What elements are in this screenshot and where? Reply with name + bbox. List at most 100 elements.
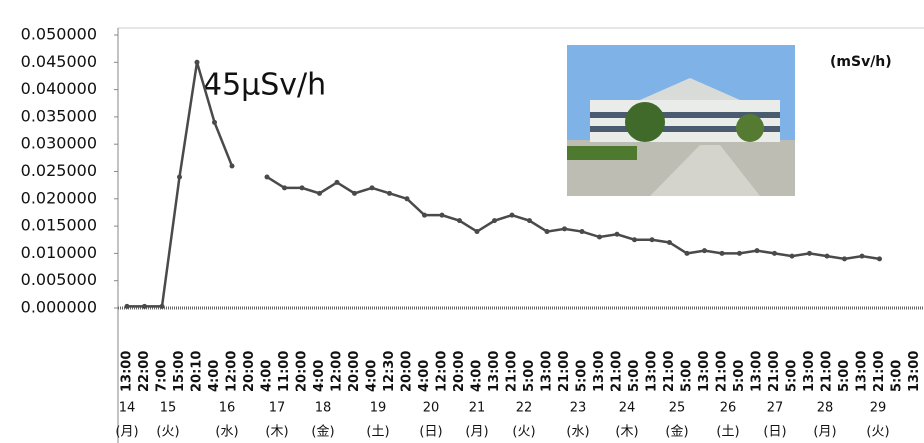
y-tick-label: 0.020000 (21, 188, 97, 207)
x-tick-label: 5:00 (837, 360, 852, 392)
day-label: 19 (370, 401, 387, 416)
data-point (720, 251, 725, 256)
data-point (580, 229, 585, 234)
data-point (545, 229, 550, 234)
weekday-label: (日) (419, 425, 442, 440)
y-tick-label: 0.015000 (21, 216, 97, 235)
data-point (755, 248, 760, 253)
data-point (860, 254, 865, 259)
data-point (492, 218, 497, 223)
y-tick-label: 0.035000 (21, 106, 97, 125)
weekday-label: (月) (115, 425, 138, 440)
weekday-label: (日) (763, 425, 786, 440)
x-tick-label: 7:00 (155, 360, 170, 392)
day-label: 20 (423, 401, 440, 416)
x-tick-label: 4:00 (207, 360, 222, 392)
weekday-label: (火) (866, 425, 889, 440)
data-point (527, 218, 532, 223)
data-point (300, 185, 305, 190)
x-tick-label: 20:00 (242, 351, 257, 392)
x-tick-label: 5:00 (522, 360, 537, 392)
photo-tree (736, 114, 764, 142)
day-label: 14 (119, 401, 136, 416)
data-point (317, 191, 322, 196)
annotation: 45μSv/h (203, 68, 326, 103)
day-label: 25 (669, 401, 686, 416)
x-tick-label: 13:00 (855, 351, 870, 392)
data-point (370, 185, 375, 190)
x-tick-label: 5:00 (575, 360, 590, 392)
day-label: 22 (516, 401, 533, 416)
x-tick-label: 21:00 (715, 351, 730, 392)
x-tick-label: 5:00 (890, 360, 905, 392)
data-point (615, 232, 620, 237)
x-tick-label: 12:00 (330, 351, 345, 392)
data-point (387, 191, 392, 196)
day-label: 21 (469, 401, 486, 416)
x-tick-label: 13:00 (750, 351, 765, 392)
data-point (405, 196, 410, 201)
x-tick-label: 20:00 (295, 351, 310, 392)
photo (567, 45, 795, 196)
day-label: 27 (767, 401, 784, 416)
x-tick-label: 13:00 (487, 351, 502, 392)
x-tick-label: 13:00 (802, 351, 817, 392)
data-point (422, 213, 427, 218)
data-point (702, 248, 707, 253)
y-tick-label: 0.040000 (21, 79, 97, 98)
day-label: 17 (269, 401, 286, 416)
day-label: 23 (570, 401, 587, 416)
x-tick-label: 22:00 (137, 351, 152, 392)
x-tick-label: 21:00 (820, 351, 835, 392)
chart: 45μSv/h (mSv/h) 0.0500000.0450000.040000… (0, 0, 924, 443)
weekday-label: (水) (566, 425, 589, 440)
data-point (352, 191, 357, 196)
data-point (807, 251, 812, 256)
x-tick-label: 12:00 (435, 351, 450, 392)
weekday-label: (土) (366, 425, 389, 440)
y-tick-label: 0.005000 (21, 270, 97, 289)
x-tick-label: 15:00 (172, 351, 187, 392)
x-tick-label: 20:00 (400, 351, 415, 392)
data-point (440, 213, 445, 218)
day-label: 15 (160, 401, 177, 416)
x-tick-label: 20:00 (452, 351, 467, 392)
x-tick-label: 12:30 (382, 351, 397, 392)
x-tick-label: 11:00 (277, 351, 292, 392)
data-point (562, 226, 567, 231)
data-point (737, 251, 742, 256)
x-tick-label: 4:00 (417, 360, 432, 392)
day-label: 28 (817, 401, 834, 416)
y-tick-label: 0.050000 (21, 25, 97, 44)
x-tick-label: 5:00 (732, 360, 747, 392)
data-point (650, 237, 655, 242)
data-point (825, 254, 830, 259)
y-tick-label: 0.000000 (21, 298, 97, 317)
weekday-label: (水) (215, 425, 238, 440)
weekday-label: (金) (665, 424, 688, 440)
weekday-label: (金) (311, 424, 334, 440)
y-tick-label: 0.045000 (21, 52, 97, 71)
x-tick-label: 21:00 (505, 351, 520, 392)
data-point (335, 180, 340, 185)
x-tick-label: 21:00 (767, 351, 782, 392)
data-point (510, 213, 515, 218)
weekday-label: (木) (265, 425, 288, 440)
photo-hedge (567, 146, 637, 160)
x-tick-label: 5:00 (785, 360, 800, 392)
data-point (790, 254, 795, 259)
x-tick-label: 20:10 (190, 351, 205, 392)
x-tick-label: 4:00 (260, 360, 275, 392)
x-tick-label: 21:00 (662, 351, 677, 392)
photo-tree (625, 102, 665, 142)
x-tick-label: 5:00 (627, 360, 642, 392)
x-tick-label: 13:00 (592, 351, 607, 392)
data-point (282, 185, 287, 190)
data-point (667, 240, 672, 245)
day-label: 29 (870, 401, 887, 416)
data-point (177, 174, 182, 179)
data-point (842, 256, 847, 261)
y-tick-label: 0.010000 (21, 243, 97, 262)
x-tick-label: 13:00 (697, 351, 712, 392)
data-point (457, 218, 462, 223)
